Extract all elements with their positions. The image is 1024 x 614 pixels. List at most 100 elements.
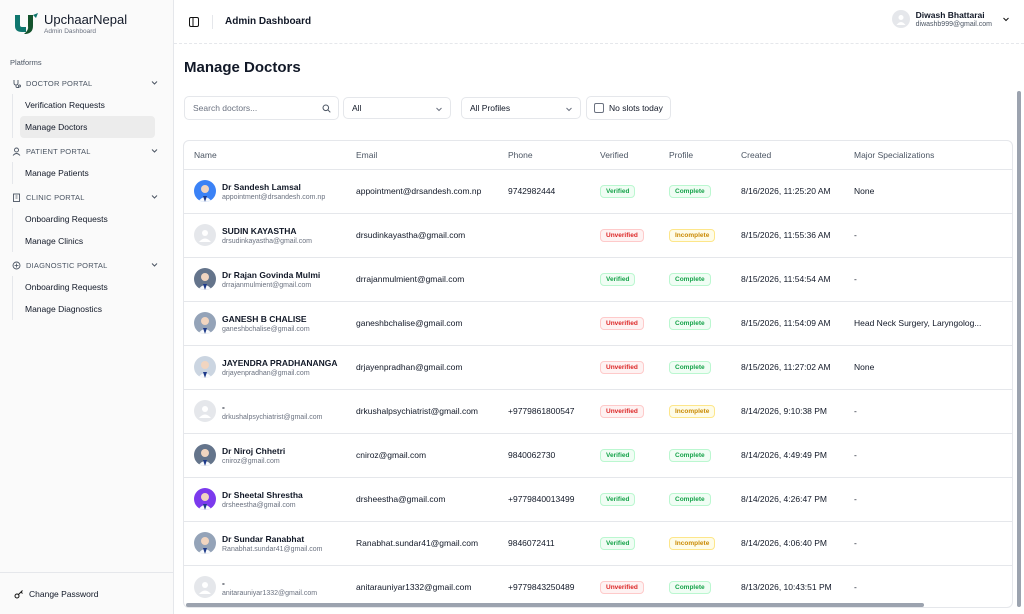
doctor-sub-email: cniroz@gmail.com	[222, 457, 280, 465]
verified-badge: Unverified	[600, 228, 644, 242]
doctor-photo-icon	[198, 361, 212, 378]
name-cell: GANESH B CHALISE ganeshbchalise@gmail.com	[184, 301, 346, 346]
brand-name: UpchaarNepal	[44, 12, 128, 27]
created-cell: 8/15/2026, 11:27:02 AM	[731, 345, 844, 390]
status-filter-select[interactable]: All	[343, 97, 451, 119]
chevron-down-icon[interactable]	[150, 192, 159, 201]
table-row[interactable]: SUDIN KAYASTHA drsudinkayastha@gmail.com d…	[184, 213, 1012, 258]
verified-badge: Unverified	[600, 404, 644, 418]
profile-cell: Incomplete	[659, 213, 731, 258]
building-icon	[13, 193, 20, 202]
table-row[interactable]: - anitarauniyar1332@gmail.com anitarauniya…	[184, 565, 1012, 607]
table-row[interactable]: Dr Sundar Ranabhat Ranabhat.sundar41@gmai…	[184, 521, 1012, 566]
nav-group-0: DOCTOR PORTAL Verification Requests Manage…	[0, 72, 174, 138]
table-row[interactable]: Dr Niroj Chhetri cniroz@gmail.com cniroz@g…	[184, 433, 1012, 478]
user-menu[interactable]: Diwash Bhattarai diwashb999@gmail.com	[891, 10, 1010, 28]
phone-cell	[498, 345, 590, 390]
column-header: Profile	[659, 141, 731, 170]
phone-cell: 9742982444	[498, 169, 590, 214]
chevron-down-icon[interactable]	[150, 146, 159, 155]
table-row[interactable]: Dr Sheetal Shrestha drsheestha@gmail.com d…	[184, 477, 1012, 522]
microscope-icon	[12, 261, 21, 269]
column-header: Name	[184, 141, 346, 170]
specialization-cell: -	[844, 477, 1012, 522]
sidebar-item[interactable]: Onboarding Requests	[25, 214, 108, 224]
change-password-button[interactable]: Change Password	[0, 572, 174, 614]
phone-cell	[498, 213, 590, 258]
user-name: Diwash Bhattarai	[915, 10, 985, 20]
profile-badge: Incomplete	[669, 404, 716, 418]
doctor-name: GANESH B CHALISE	[222, 313, 307, 324]
sidebar-toggle-icon[interactable]	[188, 16, 200, 28]
sidebar-item[interactable]: Manage Clinics	[25, 236, 84, 246]
brand-subtitle: Admin Dashboard	[44, 28, 97, 35]
sidebar-item[interactable]: Manage Diagnostics	[25, 304, 103, 314]
nav-group-header[interactable]: PATIENT PORTAL	[0, 140, 174, 162]
nav-group-header[interactable]: DIAGNOSTIC PORTAL	[0, 254, 174, 276]
doctor-name: Dr Sandesh Lamsal	[222, 181, 301, 192]
doctor-sub-email: drsheestha@gmail.com	[222, 501, 296, 509]
sidebar-item[interactable]: Verification Requests	[25, 100, 105, 110]
verified-badge: Verified	[600, 184, 636, 198]
user-avatar	[891, 10, 910, 28]
table-row[interactable]: GANESH B CHALISE ganeshbchalise@gmail.com…	[184, 301, 1012, 346]
email-cell: drjayenpradhan@gmail.com	[346, 345, 498, 390]
default-avatar	[194, 224, 216, 246]
no-slots-checkbox[interactable]: No slots today	[586, 96, 671, 120]
nav-group-header[interactable]: DOCTOR PORTAL	[0, 72, 174, 94]
brand[interactable]: UpchaarNepal Admin Dashboard	[12, 12, 127, 36]
sidebar-item[interactable]: Manage Doctors	[20, 116, 155, 138]
email-cell: cniroz@gmail.com	[346, 433, 498, 478]
key-icon	[14, 589, 23, 598]
created-cell: 8/16/2026, 11:25:20 AM	[731, 169, 844, 214]
table-row[interactable]: Dr Rajan Govinda Mulmi drrajanmulmient@gm…	[184, 257, 1012, 302]
verified-cell: Unverified	[590, 301, 659, 346]
vertical-scrollbar[interactable]	[1017, 91, 1021, 607]
email-cell: drrajanmulmient@gmail.com	[346, 257, 498, 302]
email-cell: drsheestha@gmail.com	[346, 477, 498, 522]
verified-cell: Verified	[590, 169, 659, 214]
specialization-text: -	[854, 230, 857, 240]
doctor-photo-icon	[198, 185, 212, 202]
profile-filter-value: All Profiles	[470, 103, 511, 113]
search-input[interactable]: Search doctors...	[184, 96, 339, 120]
checkbox-box[interactable]	[594, 103, 604, 113]
profile-cell: Complete	[659, 301, 731, 346]
profile-badge: Complete	[669, 492, 711, 506]
doctor-avatar	[194, 532, 216, 554]
column-header: Created	[731, 141, 844, 170]
specialization-cell: -	[844, 213, 1012, 258]
verified-badge: Unverified	[600, 360, 644, 374]
phone-cell: 9840062730	[498, 433, 590, 478]
verified-cell: Unverified	[590, 565, 659, 607]
user-email: diwashb999@gmail.com	[915, 21, 992, 28]
sidebar-item[interactable]: Manage Patients	[25, 168, 89, 178]
name-cell: - drkushalpsychiatrist@gmail.com	[184, 389, 346, 434]
phone-cell	[498, 301, 590, 346]
doctor-sub-email: drkushalpsychiatrist@gmail.com	[222, 413, 323, 421]
profile-badge: Complete	[669, 360, 711, 374]
topbar: Admin Dashboard Diwash Bhattarai diwashb…	[174, 0, 1024, 44]
filters: Search doctors... All All Profiles No sl…	[184, 96, 671, 120]
verified-badge: Verified	[600, 448, 636, 462]
nav-group-title: DIAGNOSTIC PORTAL	[26, 260, 108, 270]
profile-filter-select[interactable]: All Profiles	[461, 97, 581, 119]
phone-cell: +9779840013499	[498, 477, 590, 522]
horizontal-scrollbar[interactable]	[186, 603, 924, 607]
doctor-sub-email: Ranabhat.sundar41@gmail.com	[222, 545, 323, 553]
profile-badge: Complete	[669, 184, 711, 198]
doctor-photo-icon	[198, 273, 212, 290]
doctor-sub-email: drrajanmulmient@gmail.com	[222, 281, 312, 289]
chevron-down-icon[interactable]	[150, 78, 159, 87]
table-row[interactable]: - drkushalpsychiatrist@gmail.com drkushalp…	[184, 389, 1012, 434]
sidebar-item[interactable]: Onboarding Requests	[25, 282, 108, 292]
nav-group-header[interactable]: CLINIC PORTAL	[0, 186, 174, 208]
table-row[interactable]: JAYENDRA PRADHANANGA drjayenpradhan@gmail…	[184, 345, 1012, 390]
doctor-avatar	[194, 444, 216, 466]
chevron-down-icon[interactable]	[150, 260, 159, 269]
user-icon	[896, 15, 906, 25]
table-row[interactable]: Dr Sandesh Lamsal appointment@drsandesh.c…	[184, 169, 1012, 214]
profile-cell: Complete	[659, 565, 731, 607]
default-avatar	[194, 576, 216, 598]
verified-cell: Unverified	[590, 389, 659, 434]
